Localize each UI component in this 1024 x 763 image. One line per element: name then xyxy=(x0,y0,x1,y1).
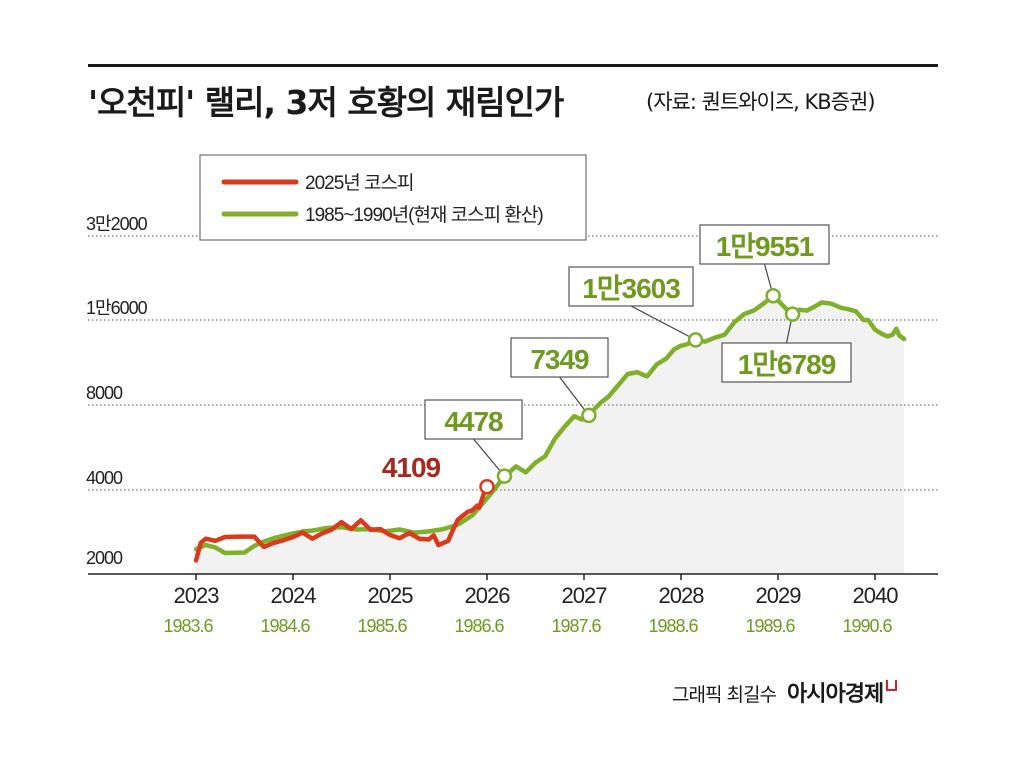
annotation-marker xyxy=(765,287,781,304)
x-tick-sublabel: 1985.6 xyxy=(357,616,407,636)
annotation-label: 7349 xyxy=(530,344,589,375)
annotation-leader xyxy=(630,305,696,341)
annotation-box xyxy=(568,266,694,307)
graphic-credit: 그래픽 최길수 xyxy=(672,684,777,706)
x-tick-label: 2029 xyxy=(756,583,802,608)
annotation-label: 4109 xyxy=(382,452,441,483)
annotation-leader xyxy=(559,376,590,416)
annotation-box xyxy=(721,342,852,383)
x-tick-sublabel: 1990.6 xyxy=(842,616,892,636)
annotation-box xyxy=(424,399,523,440)
x-tick-label: 2023 xyxy=(174,583,220,608)
annotation-label: 1만9551 xyxy=(716,231,814,262)
x-tick-label: 2027 xyxy=(562,583,608,608)
annotation-label: 1만3603 xyxy=(582,273,680,304)
series-line-2025 xyxy=(193,484,490,563)
legend-label-1985-1990: 1985~1990년(현재 코스피 환산) xyxy=(305,204,543,226)
x-tick-sublabel: 1984.6 xyxy=(260,616,310,636)
annotation-marker xyxy=(784,306,801,322)
x-tick-label: 2040 xyxy=(853,583,899,608)
annotation-label: 4478 xyxy=(444,406,503,437)
annotation-marker xyxy=(687,332,704,348)
x-tick-sublabel: 1983.6 xyxy=(163,616,213,636)
annotation-marker xyxy=(479,478,495,495)
y-tick-label: 4000 xyxy=(86,468,123,488)
x-tick-sublabel: 1989.6 xyxy=(745,616,795,636)
annotation-box xyxy=(510,337,609,378)
x-tick-label: 2028 xyxy=(659,583,705,608)
y-tick-label: 3만2000 xyxy=(86,214,148,234)
credit: 그래픽 최길수 아시아경제 xyxy=(672,676,898,708)
title-rule xyxy=(88,64,938,67)
legend-box xyxy=(199,154,587,241)
chart-title: '오천피' 랠리, 3저 호황의 재림인가 xyxy=(88,83,564,122)
x-tick-label: 2024 xyxy=(271,583,317,608)
x-tick-sublabel: 1986.6 xyxy=(454,616,504,636)
publisher-logo: 아시아경제 xyxy=(787,682,884,707)
y-tick-label: 2000 xyxy=(86,548,123,568)
x-tick-label: 2026 xyxy=(465,583,511,608)
x-tick-sublabel: 1987.6 xyxy=(551,616,601,636)
annotation-leader xyxy=(473,438,505,477)
annotation-box xyxy=(699,224,830,265)
annotation-marker xyxy=(496,468,513,484)
source-note: (자료: 퀀트와이즈, KB증권) xyxy=(646,90,876,114)
legend-label-2025: 2025년 코스피 xyxy=(305,172,413,194)
logo-mark-icon xyxy=(886,680,898,691)
y-tick-label: 1만6000 xyxy=(86,298,148,318)
annotation-label: 1만6789 xyxy=(738,349,836,380)
y-tick-label: 8000 xyxy=(86,383,123,403)
annotation-marker xyxy=(581,407,597,424)
x-tick-sublabel: 1988.6 xyxy=(648,616,698,636)
x-tick-label: 2025 xyxy=(368,583,414,608)
